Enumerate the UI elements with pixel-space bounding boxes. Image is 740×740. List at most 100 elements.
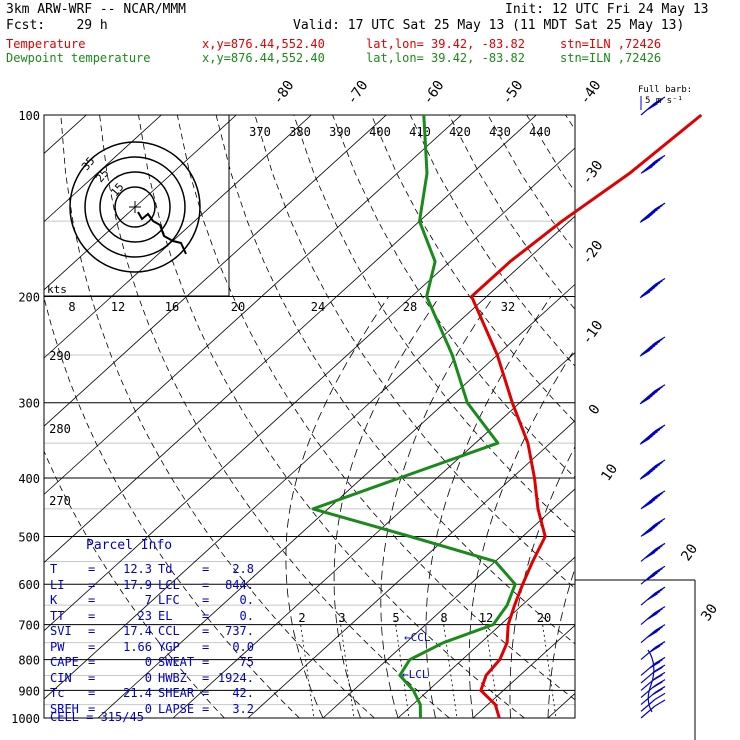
parcel-equals: = [88,686,96,700]
moist-adiabat [586,297,740,719]
parcel-equals: = [88,624,96,638]
dry-adiabat [332,115,575,479]
parcel-key: Tc [50,686,65,700]
lcl-marker: ←LCL [402,668,429,681]
mixing-ratio-lower-label: 5 [392,611,399,625]
parcel-key: YGP [158,639,180,654]
isotherm-label: 20 [678,541,701,564]
isotherm-line [44,215,575,700]
isotherm-label: -40 [577,78,605,108]
dewpoint-station: stn=ILN ,72426 [560,51,662,65]
hodograph-ring [69,141,201,273]
pressure-tick-label: 400 [18,472,40,486]
mixing-ratio-upper-label: 24 [311,300,325,314]
wind-barb [640,490,666,510]
isotherm-label: -10 [579,318,607,348]
parcel-equals: = [88,655,96,669]
valid-time: Valid: 17 UTC Sat 25 May 13 (11 MDT Sat … [293,18,685,33]
moist-adiabat [468,348,575,718]
theta-e-label: 430 [489,125,511,139]
theta-e-label: 390 [329,125,351,139]
mixing-ratio-line [442,619,458,718]
theta-e-label: 440 [529,125,551,139]
parcel-key: SWEAT [158,655,195,669]
theta-e-label: 410 [409,125,431,139]
hodograph-trace [137,211,187,255]
isotherm-line [698,115,740,718]
wind-barb [639,424,666,445]
parcel-equals: = [202,593,210,607]
parcel-row: PW = 1.66 YGP = 0.0 [50,640,254,654]
dry-adiabat [371,115,575,423]
parcel-value: 3.2 [232,701,254,716]
mixing-ratio-upper-label: 32 [501,300,515,314]
wind-barb [639,336,666,357]
theta-label: 290 [49,349,71,363]
mixing-ratio-upper-label: 16 [165,300,179,314]
parcel-equals: = [202,624,210,638]
isotherm-line [472,624,575,718]
parcel-key: K [50,593,58,607]
isotherm-line [44,115,237,291]
parcel-value: 12.3 [123,562,152,576]
isotherm-label: -80 [270,78,298,108]
isotherm-label: -30 [579,158,607,188]
parcel-value: 17.9 [123,577,152,592]
isotherm-line [44,115,387,427]
dewpoint-legend: Dewpoint temperature [6,51,151,65]
parcel-key: TT [50,608,65,623]
isotherm-line [623,115,740,718]
hodograph-ring [84,156,186,258]
parcel-equals: = [202,670,210,685]
isotherm-label: 0 [586,402,604,418]
model-title: 3km ARW-WRF -- NCAR/MMM [6,2,187,17]
mixing-ratio-lower-label: 3 [338,611,345,625]
wind-barb [640,586,666,606]
parcel-row: SVI = 17.4 CCL = 737. [50,624,254,638]
temperature-latlon: lat,lon= 39.42, -83.82 [366,37,525,51]
parcel-key: T [50,562,58,576]
isotherm-line [247,420,575,718]
wind-barb [639,202,666,223]
parcel-equals: = [202,562,210,576]
isotherm-line [547,692,575,718]
isotherm-line [322,488,575,718]
parcel-value: 75 [239,655,254,669]
parcel-value: 844. [225,577,254,592]
isotherm-label: -20 [579,238,607,268]
isotherm-line [44,115,462,495]
dry-adiabat [293,115,575,534]
theta-label: 270 [49,494,71,508]
isotherm-label: -60 [420,78,448,108]
moist-adiabat [623,297,740,719]
parcel-value: 0. [239,593,254,607]
moist-adiabat [425,296,552,718]
parcel-key: PW [50,639,65,654]
parcel-value: 2.8 [232,562,254,576]
parcel-key: SVI [50,624,72,638]
moist-adiabat [333,296,440,718]
hodograph-ring [114,186,156,228]
barb-note-line2: 5 m s⁻¹ [645,96,683,106]
wind-barb [640,154,666,174]
isotherm-label: 10 [598,461,621,484]
parcel-row: SREH = 0 LAPSE = 3.2 [50,702,254,716]
parcel-row: T = 12.3 Td = 2.8 [50,562,254,576]
pressure-tick-label: 700 [18,619,40,633]
parcel-value: 42. [232,686,254,700]
moist-adiabat [380,296,494,718]
theta-e-label: 380 [289,125,311,139]
parcel-equals: = [202,686,210,700]
theta-e-label: 370 [249,125,271,139]
parcel-row: LI = 17.9 LCL = 844. [50,578,254,592]
wind-barb [640,517,666,537]
parcel-key: SREH [50,701,79,716]
isotherm-line [97,283,575,718]
parcel-equals: = [88,562,96,576]
isotherm-line [0,115,11,718]
mixing-ratio-line [484,619,500,718]
parcel-value: 0 [144,670,152,685]
theta-e-label: 400 [369,125,391,139]
parcel-equals: = [88,670,96,685]
